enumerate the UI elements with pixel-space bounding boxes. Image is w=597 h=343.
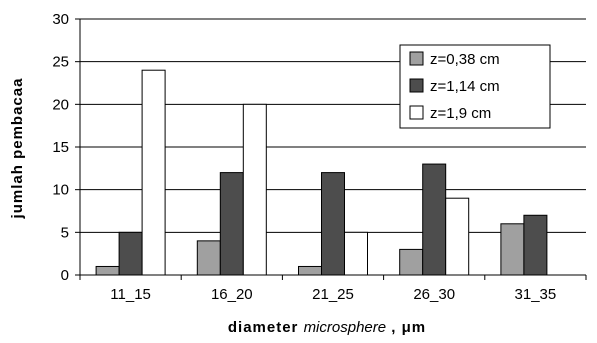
y-axis-title: jumlah pembacaa [9,78,26,220]
legend-swatch-z114 [409,78,424,93]
bars [95,69,548,276]
y-tick-label: 15 [52,139,69,156]
axes [75,18,587,280]
legend-swatch-z038 [409,51,424,66]
bar [219,172,244,276]
x-tick-label: 16_20 [211,286,253,303]
tick-labels: 0 5 10 15 20 25 30 11_15 16_20 21_25 26_30 31_35 [52,11,556,303]
legend-swatch-z19 [409,105,424,120]
y-tick-label: 25 [52,54,69,71]
legend: z=0,38 cm z=1,14 cm z=1,9 cm [399,44,551,129]
bar [298,265,322,276]
y-tick-label: 5 [61,224,69,241]
bar [399,248,424,276]
bar [523,214,548,276]
bar [141,69,166,276]
bar [445,197,470,276]
x-tick-label: 11_15 [110,286,151,303]
bar [242,103,267,276]
bar [196,240,221,276]
bar [500,223,525,276]
bar [344,231,368,276]
legend-label-z038: z=0,38 cm [430,51,500,68]
bar [321,172,345,276]
y-tick-label: 30 [52,11,69,28]
y-tick-label: 20 [52,96,69,113]
y-tick-label: 0 [61,267,69,284]
bar [95,265,120,276]
legend-box [399,44,551,129]
x-axis-title-prefix: diameter [228,319,304,336]
x-tick-label: 26_30 [413,286,455,303]
x-tick-label: 31_35 [515,286,557,303]
x-axis-title: diameter microsphere , μm [228,319,426,336]
x-tick-label: 21_25 [312,286,354,303]
legend-label-z114: z=1,14 cm [430,78,500,95]
x-axis-title-suffix: , μm [386,319,426,336]
legend-label-z19: z=1,9 cm [430,105,491,122]
x-axis-title-italic: microsphere [304,319,387,336]
bar [118,231,143,276]
bar [422,163,447,276]
y-tick-label: 10 [52,182,69,199]
